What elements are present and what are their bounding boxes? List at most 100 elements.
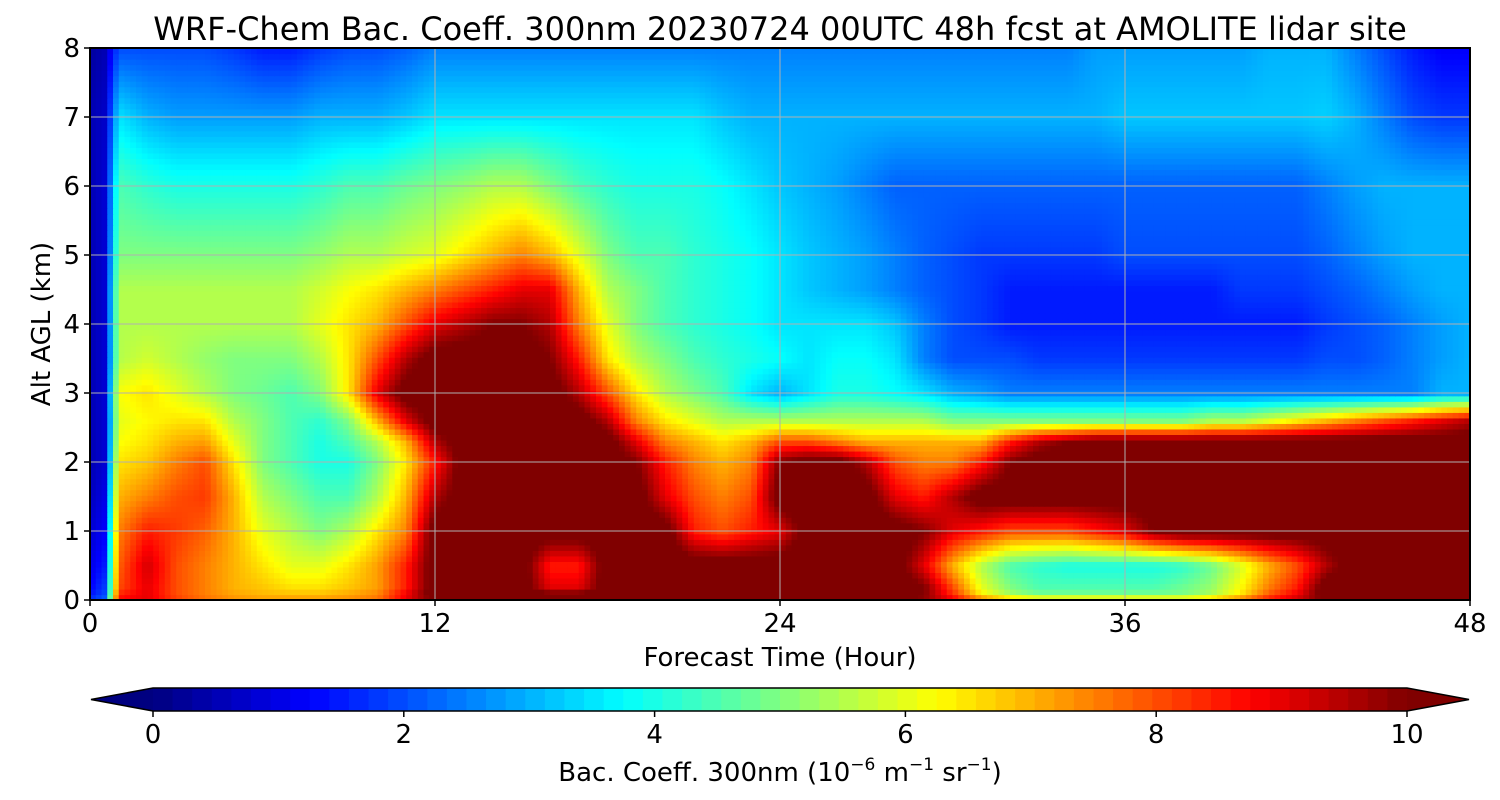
heatmap-cell xyxy=(935,489,942,496)
heatmap-cell xyxy=(1136,517,1143,524)
heatmap-cell xyxy=(659,544,666,551)
heatmap-cell xyxy=(1021,495,1028,502)
heatmap-cell xyxy=(400,533,407,540)
heatmap-cell xyxy=(1125,555,1132,562)
heatmap-cell xyxy=(509,489,517,496)
heatmap-cell xyxy=(791,577,798,585)
heatmap-cell xyxy=(883,500,890,507)
heatmap-cell xyxy=(768,506,775,513)
heatmap-cell xyxy=(992,544,1000,551)
heatmap-cell xyxy=(895,594,902,600)
heatmap-cell xyxy=(1033,566,1040,573)
heatmap-cell xyxy=(958,533,965,540)
heatmap-cell xyxy=(1245,500,1253,507)
heatmap-cell xyxy=(1073,544,1080,551)
heatmap-cell xyxy=(1004,495,1011,502)
heatmap-cell xyxy=(734,522,741,529)
heatmap-cell xyxy=(1050,489,1057,496)
heatmap-cell xyxy=(343,500,350,507)
heatmap-cell xyxy=(440,555,448,562)
heatmap-cell xyxy=(1015,550,1023,557)
heatmap-cell xyxy=(1148,517,1155,524)
heatmap-cell xyxy=(607,484,614,491)
heatmap-cell xyxy=(245,594,252,600)
heatmap-cell xyxy=(1395,511,1402,518)
heatmap-cell xyxy=(389,495,396,502)
heatmap-cell xyxy=(1366,500,1373,507)
heatmap-cell xyxy=(1044,539,1051,546)
heatmap-cell xyxy=(1464,495,1470,502)
heatmap-cell xyxy=(992,555,1000,562)
heatmap-cell xyxy=(630,555,637,562)
heatmap-cell xyxy=(153,511,160,518)
heatmap-cell xyxy=(561,522,568,529)
heatmap-cell xyxy=(1372,577,1379,585)
heatmap-cell xyxy=(711,539,718,546)
heatmap-cell xyxy=(596,506,603,513)
heatmap-cell xyxy=(1280,583,1287,590)
heatmap-cell xyxy=(946,522,954,529)
heatmap-cell xyxy=(573,539,580,546)
heatmap-cell xyxy=(774,572,781,579)
heatmap-cell xyxy=(251,572,258,579)
heatmap-cell xyxy=(354,544,361,551)
heatmap-cell xyxy=(1234,594,1241,600)
heatmap-cell xyxy=(693,506,701,513)
heatmap-cell xyxy=(722,588,729,596)
heatmap-cell xyxy=(245,506,252,513)
heatmap-cell xyxy=(814,511,821,518)
heatmap-cell xyxy=(1176,533,1184,540)
heatmap-cell xyxy=(831,506,839,513)
heatmap-cell xyxy=(1291,577,1299,585)
heatmap-cell xyxy=(1056,555,1063,562)
heatmap-cell xyxy=(262,484,269,491)
heatmap-cell xyxy=(360,583,367,590)
heatmap-cell xyxy=(101,522,108,529)
heatmap-cell xyxy=(268,533,275,540)
heatmap-cell xyxy=(739,561,747,568)
heatmap-cell xyxy=(607,539,614,546)
heatmap-cell xyxy=(1125,506,1132,513)
heatmap-cell xyxy=(498,572,505,579)
heatmap-cell xyxy=(1073,588,1080,596)
heatmap-cell xyxy=(1171,500,1178,507)
heatmap-cell xyxy=(1153,566,1161,573)
heatmap-cell xyxy=(1320,500,1327,507)
heatmap-cell xyxy=(1337,539,1345,546)
heatmap-cell xyxy=(1079,500,1086,507)
heatmap-cell xyxy=(210,522,218,529)
heatmap-cell xyxy=(107,544,114,551)
heatmap-cell xyxy=(394,550,402,557)
heatmap-cell xyxy=(883,583,890,590)
heatmap-cell xyxy=(998,511,1005,518)
heatmap-cell xyxy=(1257,555,1264,562)
heatmap-cell xyxy=(728,511,735,518)
heatmap-cell xyxy=(1176,539,1184,546)
heatmap-cell xyxy=(860,522,867,529)
heatmap-cell xyxy=(1217,511,1224,518)
heatmap-cell xyxy=(498,495,505,502)
heatmap-cell xyxy=(998,517,1005,524)
heatmap-cell xyxy=(837,500,844,507)
heatmap-cell xyxy=(1320,583,1327,590)
heatmap-cell xyxy=(676,495,683,502)
heatmap-cell xyxy=(1228,495,1235,502)
heatmap-cell xyxy=(1084,550,1092,557)
heatmap-cell xyxy=(452,544,459,551)
heatmap-cell xyxy=(1245,588,1253,596)
heatmap-cell xyxy=(107,500,114,507)
heatmap-cell xyxy=(153,506,160,513)
heatmap-cell xyxy=(872,594,879,600)
heatmap-cell xyxy=(1401,495,1408,502)
heatmap-cell xyxy=(716,566,724,573)
heatmap-cell xyxy=(1188,495,1195,502)
heatmap-cell xyxy=(1280,500,1287,507)
heatmap-cell xyxy=(164,533,172,540)
heatmap-cell xyxy=(647,550,655,557)
heatmap-cell xyxy=(1234,517,1241,524)
heatmap-cell xyxy=(1084,555,1092,562)
heatmap-cell xyxy=(1136,522,1143,529)
heatmap-cell xyxy=(670,500,678,507)
heatmap-cell xyxy=(900,566,908,573)
heatmap-cell xyxy=(906,495,913,502)
